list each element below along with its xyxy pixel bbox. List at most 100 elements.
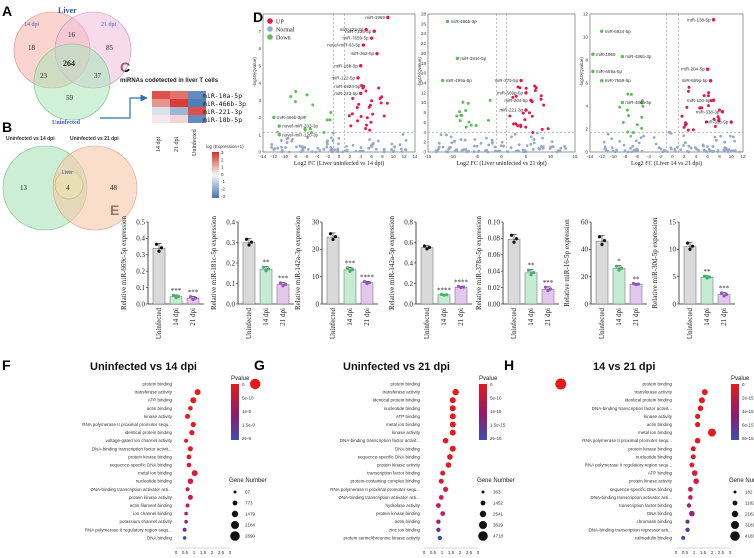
- gene-number-swatch: [481, 490, 485, 494]
- bar-ytick: 5: [673, 273, 677, 281]
- volcano-point-labeled: [600, 79, 604, 83]
- volcano-ytick: 8: [585, 58, 588, 63]
- volcano-point-normal: [400, 150, 404, 154]
- dot-xtick: 1: [441, 550, 444, 555]
- gene-number-legend-title: Gene Number: [477, 478, 515, 484]
- heatmap-legend-tick: 0: [221, 172, 224, 177]
- volcano-point-normal: [376, 139, 380, 143]
- volcano-point-up: [527, 111, 531, 115]
- go-term-dot: [555, 378, 567, 390]
- go-term-label: DNA binding: [147, 535, 173, 540]
- significance-stars: ***: [543, 279, 554, 287]
- dot-xtick: 0: [675, 550, 678, 555]
- heatmap-legend-tick: 2: [221, 157, 224, 162]
- bar-ytick: 0.2: [404, 280, 413, 288]
- bar-ytick: 0.1: [136, 284, 145, 292]
- go-term-label: voltage-gated ion channel activity: [105, 438, 172, 443]
- volcano-point-down: [310, 131, 314, 135]
- volcano-point-normal: [285, 141, 289, 145]
- gene-number-swatch: [231, 521, 239, 529]
- volcano-point-normal: [610, 146, 614, 149]
- go-term-dot: [194, 389, 201, 396]
- bar: [420, 247, 434, 305]
- volcano-point-labeled: [375, 51, 379, 56]
- dot-xtick: 0.5: [430, 550, 437, 555]
- go-term-dot: [250, 378, 261, 390]
- venn-b-label-un21: Uninfected vs 21 dpi: [70, 136, 119, 142]
- volcano-point-normal: [725, 148, 728, 151]
- bar-data-point: [619, 266, 624, 270]
- venn-a-region-all: 264: [63, 59, 75, 68]
- volcano-xtick: -6: [304, 154, 308, 159]
- go-term-dot: [694, 437, 701, 444]
- go-term-dot: [449, 405, 456, 412]
- volcano-xtick: -14: [587, 154, 594, 159]
- bar-data-point: [459, 285, 463, 290]
- bar-data-point: [188, 295, 193, 299]
- pvalue-legend-tick: 0: [742, 382, 745, 387]
- volcano-point-normal: [493, 149, 497, 153]
- significance-stars: ***: [171, 287, 182, 295]
- volcano-point-up: [682, 125, 686, 129]
- go-term-dot: [187, 446, 193, 452]
- pvalue-legend-tick: 4e-15: [742, 409, 754, 414]
- go-term-dot: [185, 413, 191, 419]
- bar: [683, 246, 697, 305]
- venn-a-title: Liver: [58, 6, 77, 15]
- venn-b: Uninfected vs 14 dpi Uninfected vs 21 dp…: [2, 136, 138, 231]
- volcano-point-normal: [475, 144, 479, 148]
- bar: [454, 286, 468, 305]
- volcano-point-normal: [630, 150, 634, 154]
- bar-category: 21 dpi: [720, 308, 728, 326]
- volcano-point-normal: [306, 136, 309, 139]
- volcano-ytick: 10: [583, 35, 589, 40]
- bar-data-point: [722, 294, 726, 298]
- go-term-dot: [438, 478, 444, 484]
- bar-ytick: 0.06: [488, 251, 501, 259]
- volcano-point-up: [364, 89, 368, 93]
- volcano-point-normal: [472, 150, 476, 154]
- go-term-label: DNA-binding transcription activator acti…: [90, 487, 172, 492]
- go-term-dot: [688, 486, 693, 492]
- volcano-point-normal: [500, 140, 504, 144]
- volcano-point-down: [303, 115, 307, 119]
- gene-number-value: 2182: [745, 512, 754, 517]
- volcano-point-normal: [354, 149, 358, 153]
- volcano-point-normal: [390, 142, 394, 146]
- volcano-point-normal: [370, 145, 374, 148]
- significance-stars: ****: [454, 278, 469, 286]
- gene-number-value: 773: [245, 501, 253, 506]
- volcano-point-normal: [652, 136, 656, 139]
- volcano-point-down: [464, 125, 468, 129]
- volcano-point-down: [303, 128, 307, 132]
- volcano-point-up: [377, 86, 381, 90]
- bar-ylabel: Relative miR-181c-5p expression: [210, 215, 218, 310]
- venn-a-label-uninfected: Uninfected: [52, 120, 81, 126]
- bar-data-point: [348, 269, 352, 273]
- bar: [595, 240, 609, 305]
- volcano-ytick: 0: [258, 150, 261, 155]
- bar-ytick: 0.5: [136, 218, 145, 226]
- bar-data-point: [261, 265, 266, 269]
- volcano-point-normal: [713, 135, 717, 139]
- volcano-point-normal: [603, 147, 607, 151]
- bar-ytick: 10: [312, 273, 320, 281]
- volcano-point-normal: [483, 149, 487, 153]
- volcano-point-normal: [284, 146, 287, 150]
- volcano-point-down: [626, 92, 630, 96]
- volcano-ytick: 4: [585, 104, 588, 109]
- dot-xtick: 2.5: [218, 550, 225, 555]
- venn-b-region-un21: 48: [110, 184, 118, 192]
- legend-label: Down: [276, 36, 291, 42]
- pvalue-legend-tick: 1.5e-15: [490, 423, 506, 428]
- go-term-dot: [438, 495, 444, 500]
- volcano-ytick: 10: [421, 100, 427, 105]
- volcano-point-normal: [479, 141, 483, 145]
- volcano-xtick: 8: [381, 154, 384, 159]
- go-term-dot: [186, 454, 192, 460]
- bar-ytick: 30: [312, 218, 320, 226]
- volcano-point-up: [706, 104, 710, 108]
- go-term-dot: [436, 503, 441, 508]
- volcano-point-up: [349, 124, 353, 128]
- go-term-dot: [184, 438, 189, 443]
